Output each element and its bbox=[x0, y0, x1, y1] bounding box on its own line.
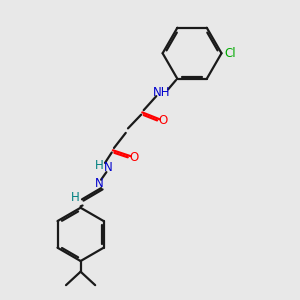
Text: N: N bbox=[104, 160, 113, 174]
Text: O: O bbox=[129, 151, 139, 164]
Text: H: H bbox=[94, 159, 103, 172]
Text: N: N bbox=[94, 177, 103, 190]
Text: Cl: Cl bbox=[225, 47, 236, 60]
Text: O: O bbox=[159, 114, 168, 127]
Text: NH: NH bbox=[153, 86, 171, 99]
Text: H: H bbox=[71, 191, 80, 204]
